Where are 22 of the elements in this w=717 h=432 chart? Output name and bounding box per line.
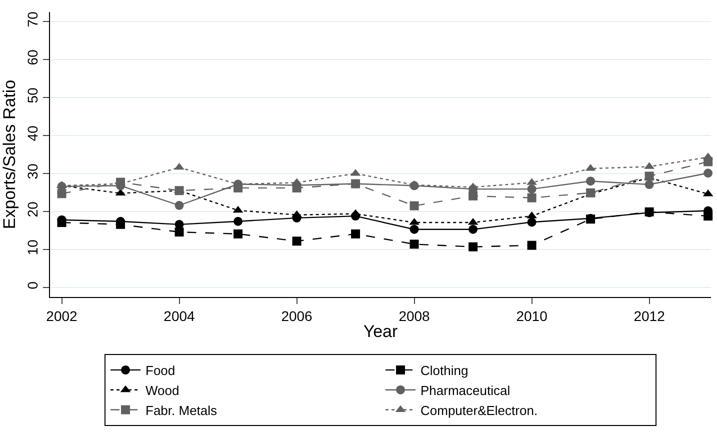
x-tick-label: 2010 xyxy=(516,308,548,324)
y-tick-label: 30 xyxy=(24,163,40,180)
legend-label: Computer&Electron. xyxy=(420,402,538,418)
y-tick-label: 50 xyxy=(24,87,40,104)
y-tick-label: 0 xyxy=(24,281,40,290)
x-tick-label: 2002 xyxy=(46,308,78,324)
legend-label: Pharmaceutical xyxy=(420,382,510,398)
x-tick-label: 2004 xyxy=(164,308,196,324)
y-tick-label: 20 xyxy=(24,201,40,218)
y-tick-label: 70 xyxy=(24,11,40,28)
legend-label: Clothing xyxy=(420,363,468,378)
legend-label: Food xyxy=(146,363,176,378)
y-axis-title: Exports/Sales Ratio xyxy=(0,80,19,230)
y-tick-label: 40 xyxy=(24,125,40,142)
legend-label: Wood xyxy=(146,382,180,398)
x-axis-title: Year xyxy=(363,322,398,342)
x-tick-label: 2012 xyxy=(634,308,666,324)
x-tick-label: 2008 xyxy=(398,308,430,324)
x-tick-label: 2006 xyxy=(281,308,313,324)
y-tick-label: 60 xyxy=(24,49,40,66)
y-tick-label: 10 xyxy=(24,239,40,256)
legend-label: Fabr. Metals xyxy=(146,402,218,418)
